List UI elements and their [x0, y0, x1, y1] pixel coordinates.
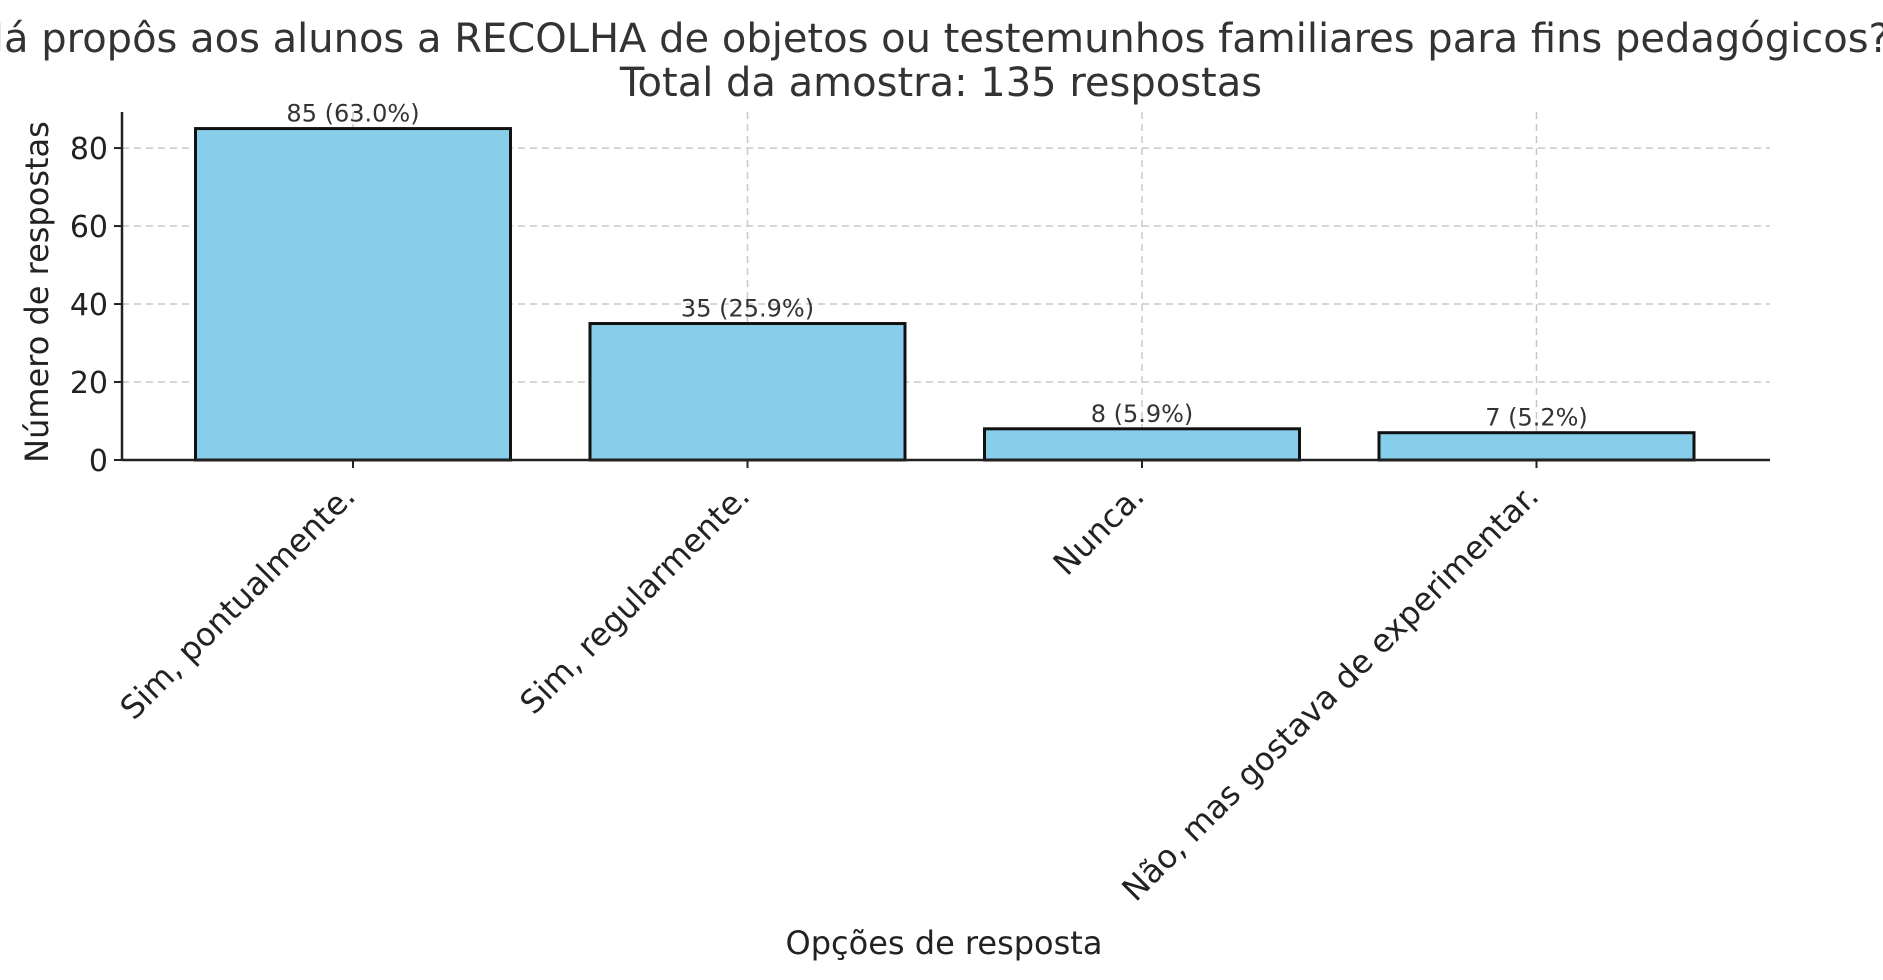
bar-data-label: 7 (5.2%)	[1485, 404, 1588, 432]
x-category-label: Sim, pontualmente.	[113, 477, 363, 727]
bar-data-label: 85 (63.0%)	[286, 100, 419, 128]
bars	[194, 127, 1696, 462]
x-category-label: Nunca.	[1046, 477, 1152, 583]
chart-title: Já propôs aos alunos a RECOLHA de objeto…	[0, 16, 1883, 62]
x-category-label: Não, mas gostava de experimentar.	[1114, 477, 1546, 909]
bar-data-label: 8 (5.9%)	[1091, 400, 1194, 428]
x-axis-label: Opções de resposta	[786, 924, 1103, 962]
bar	[1377, 431, 1696, 462]
bar	[588, 322, 907, 462]
y-tick-label: 40	[70, 288, 108, 323]
y-tick-label: 80	[70, 132, 108, 167]
bar	[983, 427, 1301, 462]
x-category-label: Sim, regularmente.	[512, 477, 757, 722]
y-tick-label: 60	[70, 210, 108, 245]
y-tick-label: 0	[89, 444, 108, 479]
y-axis-label: Número de respostas	[18, 121, 56, 463]
chart-subtitle: Total da amostra: 135 respostas	[619, 60, 1262, 106]
axes	[114, 112, 1770, 468]
bar	[194, 127, 512, 462]
y-tick-label: 20	[70, 366, 108, 401]
bar-data-label: 35 (25.9%)	[681, 295, 814, 323]
